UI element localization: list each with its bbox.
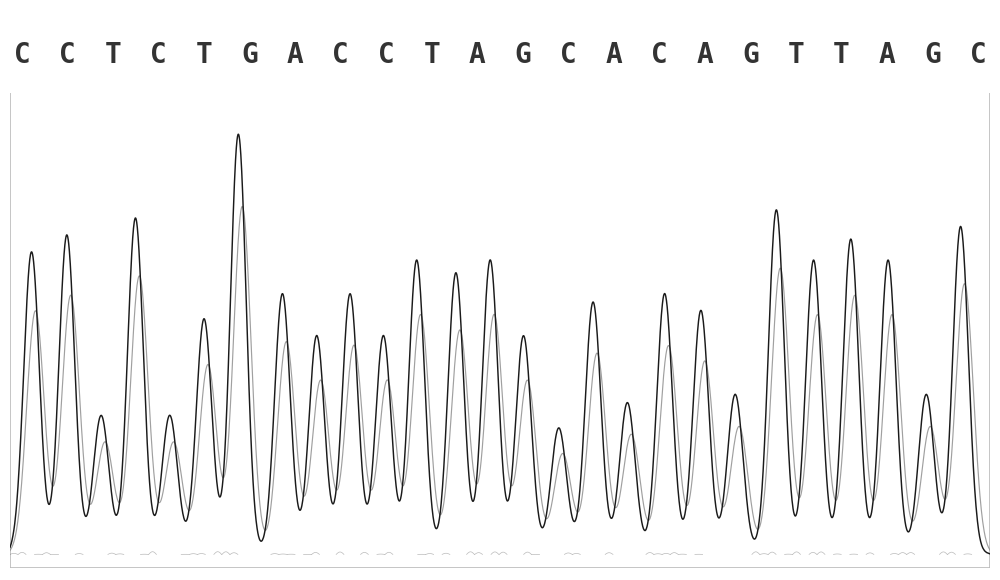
Text: C: C [14, 41, 30, 68]
Text: C: C [59, 41, 76, 68]
Text: A: A [469, 41, 486, 68]
Text: T: T [833, 41, 850, 68]
Text: A: A [287, 41, 304, 68]
Text: A: A [696, 41, 713, 68]
Text: G: G [514, 41, 531, 68]
Text: C: C [332, 41, 349, 68]
Text: T: T [105, 41, 121, 68]
Text: C: C [378, 41, 395, 68]
Text: G: G [924, 41, 941, 68]
Text: C: C [651, 41, 668, 68]
Text: A: A [605, 41, 622, 68]
Text: T: T [788, 41, 804, 68]
Text: T: T [423, 41, 440, 68]
Text: G: G [742, 41, 759, 68]
Text: G: G [241, 41, 258, 68]
Text: T: T [196, 41, 212, 68]
Text: C: C [560, 41, 577, 68]
Text: A: A [879, 41, 895, 68]
Text: C: C [970, 41, 986, 68]
Text: C: C [150, 41, 167, 68]
